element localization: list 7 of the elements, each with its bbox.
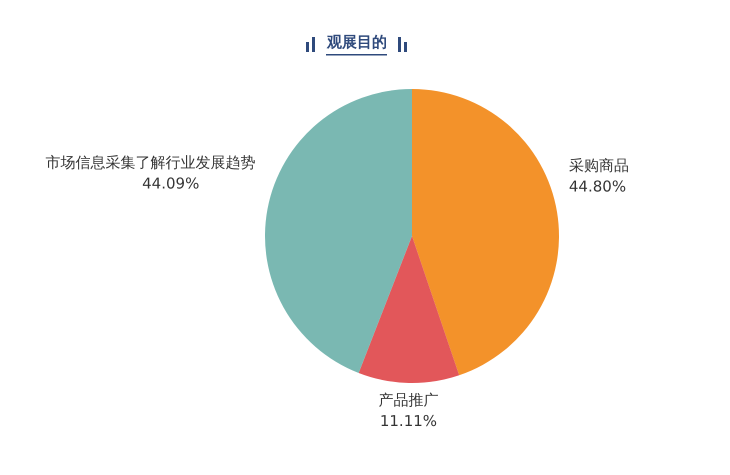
data-label: 44.09% bbox=[142, 174, 200, 192]
chart-title: 观展目的 bbox=[326, 33, 387, 51]
slice-label: 产品推广 bbox=[378, 390, 438, 409]
data-label: 11.11% bbox=[380, 412, 438, 430]
data-label: 44.80% bbox=[568, 178, 626, 196]
slice-label: 采购商品 bbox=[568, 156, 629, 175]
slice-label: 市场信息采集了解行业发展趋势 bbox=[46, 153, 256, 172]
